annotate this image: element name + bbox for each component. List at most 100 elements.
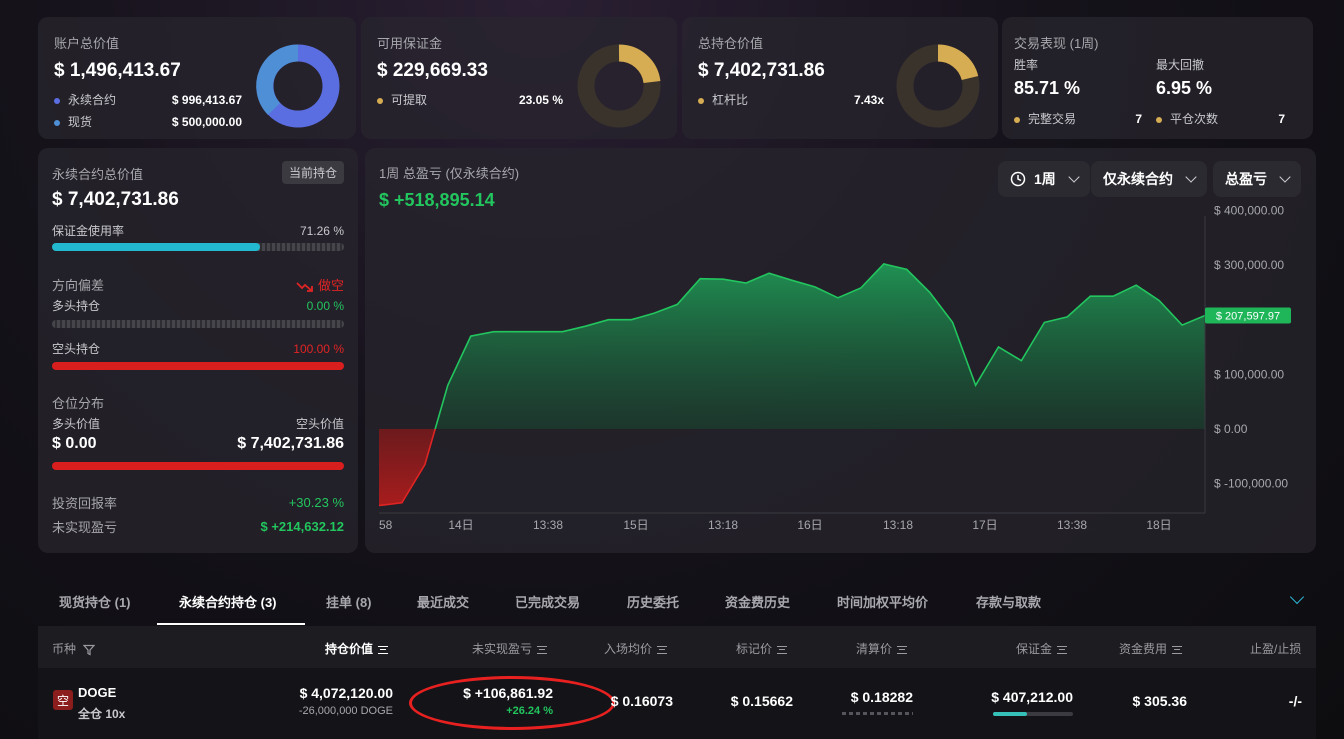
position-value: $ 4,072,120.00 [299,685,393,701]
tab-recent-fills[interactable]: 最近成交 [417,595,470,610]
col-unrealized-pnl[interactable]: 未实现盈亏 [472,640,548,657]
long-position-bar [52,320,344,328]
period-dropdown[interactable]: 1周 [998,161,1090,197]
positions-table-header: 币种 持仓价值 未实现盈亏 入场均价 标记价 清算价 保证金 资金费用 止盈/止… [38,626,1316,668]
x-tick-label: 58 [379,518,393,532]
legend-perp: 永续合约 $ 996,413.67 [54,91,242,108]
tab-funding-history[interactable]: 资金费历史 [725,595,791,610]
col-coin[interactable]: 币种 [52,640,96,657]
pnl-area-chart[interactable]: $ 400,000.00 $ 300,000.00 $ 100,000.00 $ 0.… [365,148,1316,553]
mark-price: $ 0.15662 [730,693,793,709]
short-position-bar [52,362,344,370]
leverage-dot-icon [698,97,704,104]
close-count-row: 平仓次数 7 [1156,110,1285,127]
sort-icon [537,645,548,654]
x-tick-label: 13:18 [883,518,913,532]
tab-order-history[interactable]: 历史委托 [627,595,680,610]
account-donut-chart [256,44,340,128]
tpsl-value[interactable]: -/- [1288,693,1302,709]
sort-icon [657,645,668,654]
positive-area [379,263,1205,429]
margin-usage-fill [52,243,261,251]
position-tabs: 现货持仓 (1) 永续合约持仓 (3) 挂单 (8) 最近成交 已完成交易 历史… [38,577,1316,625]
sort-icon [1057,645,1068,654]
margin-mode: 全仓 10x [78,707,126,721]
close-dot-icon [1156,116,1162,123]
short-value: $ 7,402,731.86 [237,435,344,452]
leverage-row: 杠杆比 7.43x [698,91,884,108]
perp-dot-icon [54,97,60,104]
y-tick-label: $ 100,000.00 [1214,367,1284,381]
margin-donut-chart [577,44,661,128]
col-entry-price[interactable]: 入场均价 [604,640,668,657]
filter-icon[interactable] [83,644,96,656]
value-labels-row: 多头价值 空头价值 [52,417,344,431]
y-tick-label: $ -100,000.00 [1214,477,1288,491]
direction-bias-row: 方向偏差 做空 [52,278,344,293]
trades-dot-icon [1014,116,1020,123]
trading-performance-card: 交易表现 (1周) 胜率 85.71 % 最大回撤 6.95 % 完整交易 7 … [1002,17,1313,139]
short-position-row: 空头持仓 100.00 % [52,341,344,357]
metric-dropdown[interactable]: 总盈亏 [1213,161,1301,197]
margin-usage-bar [52,243,344,251]
liquidation-price: $ 0.18282 [850,689,913,705]
current-position-badge[interactable]: 当前持仓 [281,161,344,184]
spot-dot-icon [54,119,60,126]
margin-usage-row: 保证金使用率 71.26 % [52,223,344,239]
col-funding[interactable]: 资金费用 [1119,640,1183,657]
y-tick-label: $ 400,000.00 [1214,203,1284,217]
sort-icon [897,645,908,654]
funding-fee: $ 305.36 [1132,693,1188,709]
performance-title: 交易表现 (1周) [1014,36,1099,51]
total-position-card: 总持仓价值 $ 7,402,731.86 杠杆比 7.43x [682,17,998,139]
tab-perp-positions[interactable]: 永续合约持仓 (3) [179,595,277,610]
total-position-value: $ 7,402,731.86 [698,60,825,81]
collapse-chevron-icon[interactable] [1289,589,1305,605]
tab-twap[interactable]: 时间加权平均价 [837,595,929,610]
perp-overview-panel: 永续合约总价值 当前持仓 $ 7,402,731.86 保证金使用率 71.26… [38,148,358,553]
tab-completed-trades[interactable]: 已完成交易 [515,595,581,610]
pnl-chart-value: $ +518,895.14 [379,190,495,210]
x-tick-label: 18日 [1146,518,1171,532]
y-tick-label: $ 300,000.00 [1214,258,1284,272]
tab-spot-positions[interactable]: 现货持仓 (1) [59,595,131,610]
withdrawable-dot-icon [377,97,383,104]
position-donut-chart [896,44,980,128]
complete-trades-row: 完整交易 7 [1014,110,1142,127]
perp-total-value: $ 7,402,731.86 [52,189,179,210]
coin-symbol[interactable]: DOGE [78,685,117,700]
clock-icon [1010,171,1026,187]
col-margin[interactable]: 保证金 [1016,640,1068,657]
margin-value: $ 229,669.33 [377,60,488,81]
col-tpsl: 止盈/止损 [1250,642,1302,656]
col-position-value[interactable]: 持仓价值 [325,640,389,657]
value-amounts-row: $ 0.00 $ 7,402,731.86 [52,435,344,453]
distribution-bar [52,462,344,470]
sort-icon [1172,645,1183,654]
upnl-row: 未实现盈亏 $ +214,632.12 [52,519,344,535]
position-margin: $ 407,212.00 [991,689,1073,705]
sort-icon [378,645,389,654]
table-row[interactable]: 空 DOGE 全仓 10x $ 4,072,120.00 -26,000,000… [38,668,1316,739]
active-tab-underline [157,623,305,625]
liquidation-distance-bar [842,712,913,715]
current-value-label: $ 207,597.97 [1216,311,1280,323]
x-tick-label: 14日 [448,518,473,532]
col-liq-price[interactable]: 清算价 [856,640,908,657]
x-tick-label: 16日 [797,518,822,532]
win-rate-label: 胜率 [1014,58,1039,72]
perp-total-title: 永续合约总价值 [52,167,144,182]
pnl-chart-title: 1周 总盈亏 (仅永续合约) [379,166,520,181]
max-drawdown-label: 最大回撤 [1156,58,1205,72]
max-drawdown-value: 6.95 % [1156,78,1213,98]
scope-dropdown[interactable]: 仅永续合约 [1091,161,1207,197]
tab-open-orders[interactable]: 挂单 (8) [326,595,372,610]
current-value-tag [1205,307,1291,324]
short-side-badge: 空 [53,690,73,710]
tab-deposits-withdrawals[interactable]: 存款与取款 [976,595,1042,610]
x-tick-label: 15日 [623,518,648,532]
col-mark-price[interactable]: 标记价 [736,640,788,657]
pnl-chart-panel: 1周 总盈亏 (仅永续合约) $ +518,895.14 1周 仅永续合约 总盈… [365,148,1316,553]
total-position-title: 总持仓价值 [698,36,764,51]
long-position-row: 多头持仓 0.00 % [52,298,344,314]
